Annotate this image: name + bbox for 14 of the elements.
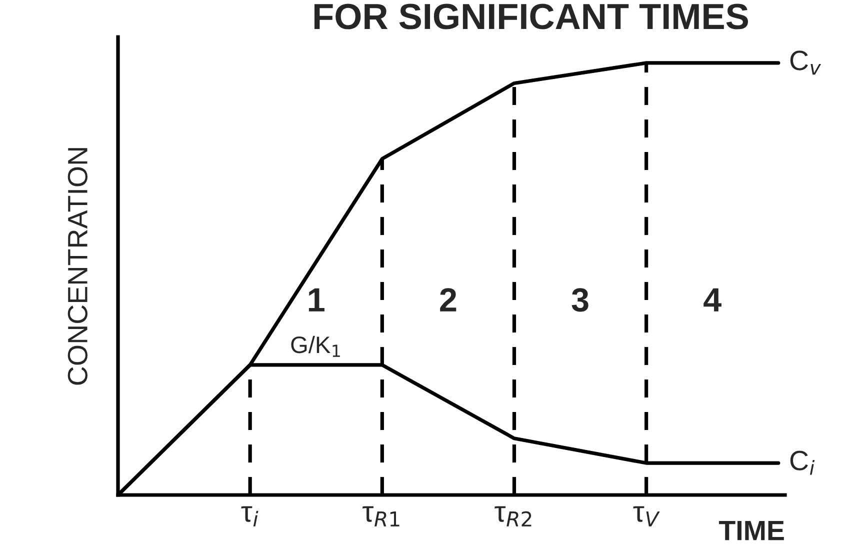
x-tick-label: τ$_{V}$ (633, 506, 660, 526)
annotation: G/K$_{1}$ (291, 336, 340, 357)
annotation: 3 (572, 288, 588, 312)
y-axis-title: CONCENTRATION (68, 148, 88, 385)
x-axis-title: TIME (718, 520, 784, 540)
chart-title: FOR SIGNIFICANT TIMES (314, 4, 748, 30)
series-label: C$_{i}$ (790, 450, 815, 475)
annotation: 2 (440, 288, 456, 312)
annotation: 4 (704, 288, 722, 312)
x-tick-label: τ$_{i}$ (241, 506, 258, 526)
annotation: 1 (308, 288, 324, 312)
x-tick-label: τ$_{R1}$ (362, 506, 400, 526)
x-tick-label: τ$_{R2}$ (494, 506, 532, 526)
series-label: C$_{v}$ (790, 50, 822, 75)
